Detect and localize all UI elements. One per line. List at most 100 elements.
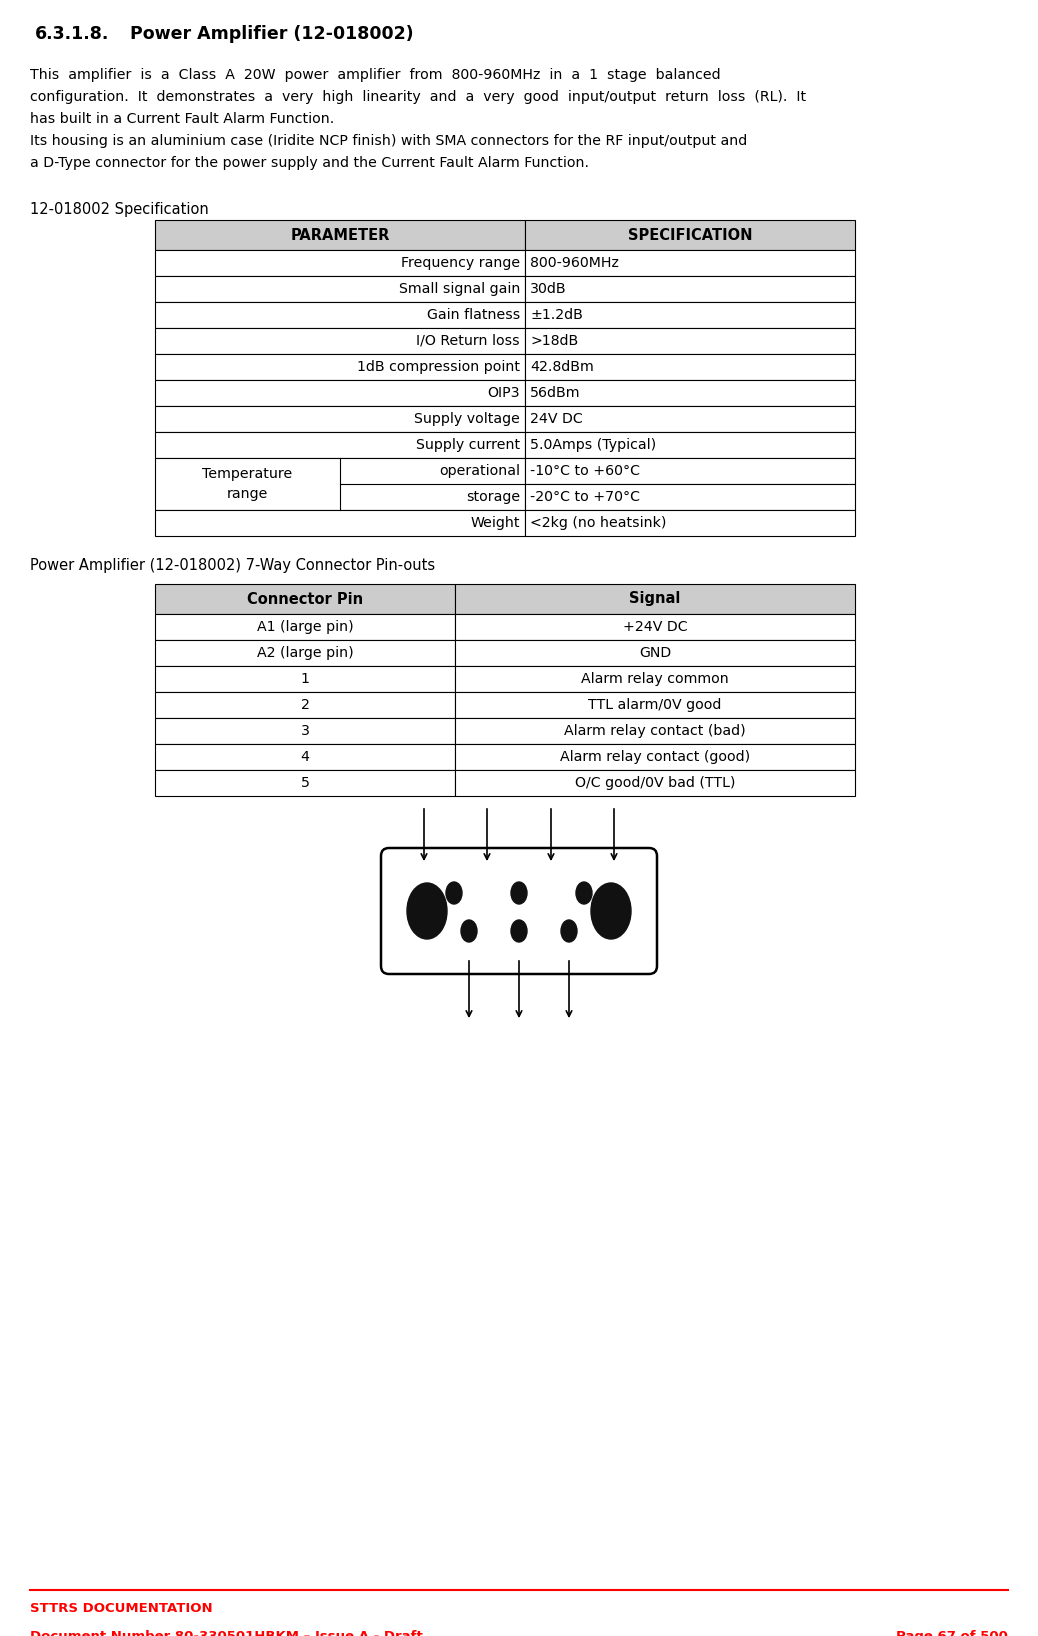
Text: 3: 3 [300,725,309,738]
Text: operational: operational [439,465,520,478]
Text: 56dBm: 56dBm [530,386,580,399]
Text: Connector Pin: Connector Pin [247,592,363,607]
Bar [155,584,455,614]
Text: 1dB compression point: 1dB compression point [357,360,520,375]
Bar [525,484,855,510]
Text: Its housing is an aluminium case (Iridite NCP finish) with SMA connectors for th: Its housing is an aluminium case (Iridit… [30,134,747,147]
Text: 2: 2 [301,699,309,712]
Bar [455,614,855,640]
Bar [525,380,855,406]
Bar [155,276,525,303]
Text: 24V DC: 24V DC [530,412,582,425]
Text: 30dB: 30dB [530,281,567,296]
Text: This  amplifier  is  a  Class  A  20W  power  amplifier  from  800-960MHz  in  a: This amplifier is a Class A 20W power am… [30,69,720,82]
Text: Alarm relay common: Alarm relay common [581,672,729,685]
Ellipse shape [511,919,527,942]
Bar [525,276,855,303]
Text: A1 (large pin): A1 (large pin) [256,620,353,635]
Text: Temperature
range: Temperature range [202,468,293,501]
Bar [525,327,855,353]
Bar [155,510,525,537]
Bar [155,327,525,353]
Text: O/C good/0V bad (TTL): O/C good/0V bad (TTL) [575,775,735,790]
Bar [525,353,855,380]
Ellipse shape [461,919,477,942]
Bar [525,432,855,458]
Ellipse shape [561,919,577,942]
Text: configuration.  It  demonstrates  a  very  high  linearity  and  a  very  good  : configuration. It demonstrates a very hi… [30,90,807,105]
Text: 4: 4 [300,749,309,764]
Text: Alarm relay contact (good): Alarm relay contact (good) [559,749,750,764]
Bar [155,744,455,771]
Bar [155,640,455,666]
Bar [155,219,525,250]
Text: 800-960MHz: 800-960MHz [530,255,619,270]
Text: SPECIFICATION: SPECIFICATION [628,227,753,242]
Bar [455,771,855,797]
Text: Small signal gain: Small signal gain [399,281,520,296]
Bar [525,303,855,327]
Bar [155,614,455,640]
Text: Page 67 of 500: Page 67 of 500 [896,1629,1008,1636]
Bar [155,666,455,692]
Text: 5.0Amps (Typical): 5.0Amps (Typical) [530,438,656,452]
Text: OIP3: OIP3 [488,386,520,399]
Text: storage: storage [466,491,520,504]
Text: +24V DC: +24V DC [623,620,687,635]
Text: -10°C to +60°C: -10°C to +60°C [530,465,640,478]
Bar [155,771,455,797]
Bar [155,406,525,432]
Bar [155,380,525,406]
Text: 42.8dBm: 42.8dBm [530,360,594,375]
Text: <2kg (no heatsink): <2kg (no heatsink) [530,515,666,530]
Bar [455,640,855,666]
Text: ±1.2dB: ±1.2dB [530,308,583,322]
Text: Document Number 80-330501HBKM – Issue A - Draft: Document Number 80-330501HBKM – Issue A … [30,1629,422,1636]
Bar [155,718,455,744]
Bar [155,432,525,458]
Text: Signal: Signal [629,592,681,607]
Text: Weight: Weight [470,515,520,530]
Text: TTL alarm/0V good: TTL alarm/0V good [589,699,721,712]
Text: >18dB: >18dB [530,334,578,348]
Bar [155,303,525,327]
Text: A2 (large pin): A2 (large pin) [256,646,353,659]
Text: -20°C to +70°C: -20°C to +70°C [530,491,640,504]
Text: has built in a Current Fault Alarm Function.: has built in a Current Fault Alarm Funct… [30,111,334,126]
Bar [155,692,455,718]
Ellipse shape [407,883,447,939]
Bar [525,219,855,250]
Text: Supply voltage: Supply voltage [414,412,520,425]
Text: 12-018002 Specification: 12-018002 Specification [30,201,209,218]
Bar [455,584,855,614]
Bar [525,458,855,484]
Ellipse shape [446,882,462,905]
Text: I/O Return loss: I/O Return loss [416,334,520,348]
Bar [525,406,855,432]
Text: GND: GND [638,646,672,659]
Text: Power Amplifier (12-018002): Power Amplifier (12-018002) [130,25,413,43]
Text: PARAMETER: PARAMETER [291,227,389,242]
Ellipse shape [591,883,631,939]
Text: STTRS DOCUMENTATION: STTRS DOCUMENTATION [30,1602,213,1615]
Bar [455,718,855,744]
Bar [155,458,525,510]
Bar [155,250,525,276]
Text: Supply current: Supply current [416,438,520,452]
Bar [155,353,525,380]
Text: Gain flatness: Gain flatness [427,308,520,322]
Text: Power Amplifier (12-018002) 7-Way Connector Pin-outs: Power Amplifier (12-018002) 7-Way Connec… [30,558,435,573]
Text: 1: 1 [301,672,309,685]
FancyBboxPatch shape [381,847,657,973]
Bar [525,510,855,537]
Ellipse shape [576,882,592,905]
Ellipse shape [511,882,527,905]
Text: 5: 5 [300,775,309,790]
Text: Frequency range: Frequency range [401,255,520,270]
Text: a D-Type connector for the power supply and the Current Fault Alarm Function.: a D-Type connector for the power supply … [30,155,589,170]
Bar [455,692,855,718]
Text: Alarm relay contact (bad): Alarm relay contact (bad) [565,725,746,738]
Text: 6.3.1.8.: 6.3.1.8. [35,25,109,43]
Bar [455,744,855,771]
Bar [455,666,855,692]
